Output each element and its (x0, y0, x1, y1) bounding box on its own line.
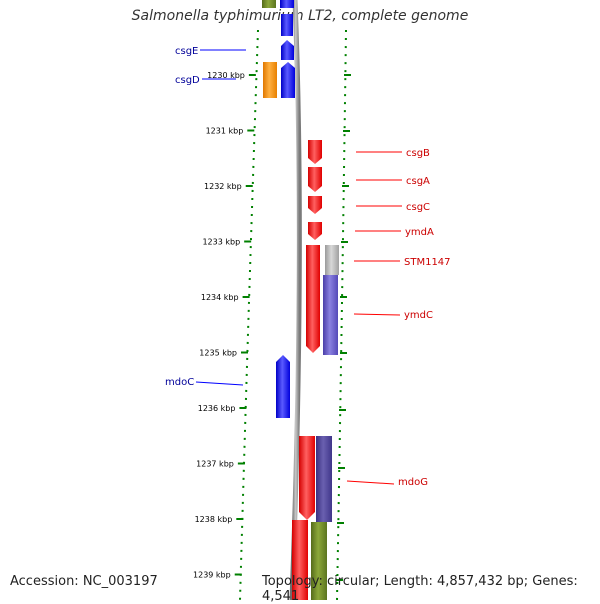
accession-text: Accession: NC_003197 (10, 574, 158, 589)
blue-feature-top (280, 0, 294, 8)
kbp-tick-label: 1235 kbp (199, 349, 237, 358)
gene-label-csgA[interactable]: csgA (406, 176, 430, 187)
left-dotted-track (239, 29, 259, 600)
orange-feature[interactable] (263, 62, 277, 98)
gene-label-STM1147[interactable]: STM1147 (404, 257, 451, 268)
gene-arrow-ymdC[interactable] (306, 245, 320, 353)
right-dotted-track (336, 29, 347, 600)
gene-label-ymdC[interactable]: ymdC (404, 310, 433, 321)
gene-label-mdoG[interactable]: mdoG (398, 477, 428, 488)
gene-label-csgC[interactable]: csgC (406, 202, 430, 213)
green-feature-top-left (262, 0, 276, 8)
gene-label-ymdA[interactable]: ymdA (405, 227, 434, 238)
gene-arrow-csgC[interactable] (308, 196, 322, 214)
right-strand-features (292, 140, 339, 600)
right-tick-marks (336, 74, 351, 581)
left-gene-labels: csgE csgD mdoC (165, 46, 246, 388)
gene-label-csgD[interactable]: csgD (175, 75, 200, 86)
kbp-axis: 1230 kbp 1231 kbp 1232 kbp 1233 kbp 1234 kbp… (193, 71, 256, 580)
kbp-tick-label: 1232 kbp (204, 182, 242, 191)
kbp-tick-label: 1236 kbp (198, 404, 236, 413)
gene-label-csgE[interactable]: csgE (175, 46, 198, 57)
map-title: Salmonella typhimurium LT2, complete gen… (131, 8, 469, 24)
gene-arrow-mdoG[interactable] (299, 436, 315, 520)
green-feature-bottom[interactable] (311, 522, 327, 600)
right-gene-labels: csgB csgA csgC ymdA STM1147 ymdC mdoG (346, 148, 451, 488)
kbp-tick-label: 1230 kbp (207, 71, 245, 80)
blue-feature-2 (281, 14, 293, 36)
gene-arrow-csgA[interactable] (308, 167, 322, 192)
genome-backbone (289, 0, 302, 600)
gene-arrow-mdoC[interactable] (276, 355, 290, 418)
kbp-tick-label: 1234 kbp (201, 293, 239, 302)
left-strand-features (262, 0, 295, 418)
gene-arrow-csgB[interactable] (308, 140, 322, 164)
kbp-tick-label: 1237 kbp (196, 460, 234, 469)
gene-arrow-ymdA[interactable] (308, 222, 322, 240)
navy-feature[interactable] (316, 436, 332, 522)
gene-label-csgB[interactable]: csgB (406, 148, 430, 159)
kbp-tick-label: 1231 kbp (206, 127, 244, 136)
gene-arrow-csgE[interactable] (281, 40, 294, 60)
kbp-tick-label: 1239 kbp (193, 571, 231, 580)
gene-arrow-csgD[interactable] (281, 62, 295, 98)
kbp-tick-label: 1233 kbp (202, 238, 240, 247)
grey-feature-STM1147[interactable] (325, 245, 339, 275)
red-feature-bottom[interactable] (292, 520, 308, 600)
kbp-tick-label: 1238 kbp (195, 515, 233, 524)
purple-feature[interactable] (323, 275, 338, 355)
gene-label-mdoC[interactable]: mdoC (165, 377, 194, 388)
